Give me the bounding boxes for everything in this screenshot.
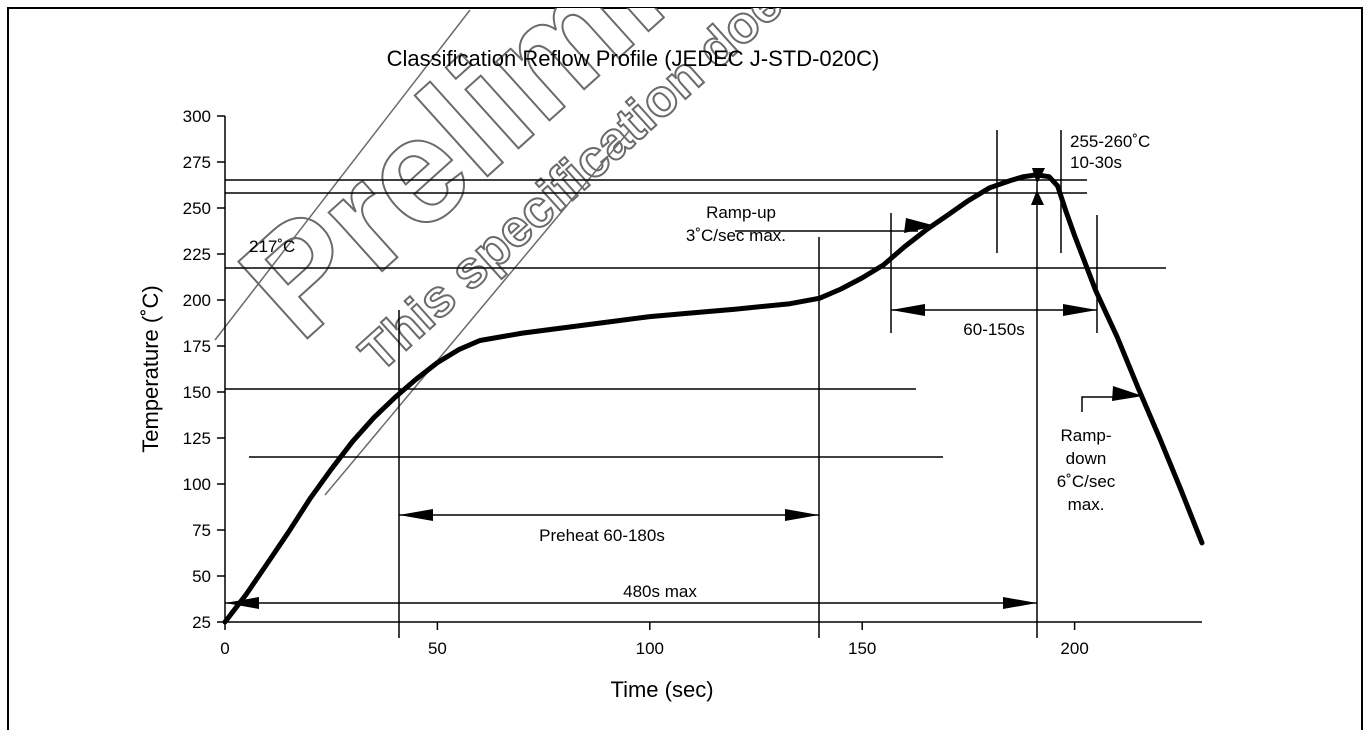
y-tick-label: 50	[192, 567, 211, 586]
annotation-preheat: Preheat 60-180s	[539, 526, 665, 545]
annotation-480s-max: 480s max	[623, 582, 697, 601]
series-line-reflow-profile	[222, 172, 1205, 625]
annotation-peak-temp: 255-260˚C	[1070, 132, 1150, 151]
x-axis-label: Time (sec)	[610, 677, 713, 702]
y-tick-label: 250	[183, 199, 211, 218]
y-tick-label: 150	[183, 383, 211, 402]
y-tick-label: 200	[183, 291, 211, 310]
watermark-rule-bottom	[324, 129, 631, 496]
x-tick-label: 0	[220, 639, 229, 658]
y-tick-label: 275	[183, 153, 211, 172]
x-tick-label: 150	[848, 639, 876, 658]
annotation-ramp-down-2: down	[1066, 449, 1107, 468]
ramp-down-leader	[1081, 396, 1120, 412]
arrow-ramp-up	[904, 218, 936, 233]
annotation-ramp-down-1: Ramp-	[1060, 426, 1111, 445]
annotation-ramp-down-4: max.	[1068, 495, 1105, 514]
annotation-ramp-up-line2: 3˚C/sec max.	[686, 226, 786, 245]
annotation-peak-time: 10-30s	[1070, 153, 1122, 172]
y-tick-label: 125	[183, 429, 211, 448]
x-tick-label: 100	[636, 639, 664, 658]
y-tick-label: 225	[183, 245, 211, 264]
watermark-rule-top	[214, 9, 471, 341]
x-tick-label: 200	[1060, 639, 1088, 658]
x-axis-ticks: 0 50 100 150 200	[220, 622, 1089, 658]
annotation-ramp-up-line1: Ramp-up	[706, 203, 776, 222]
y-tick-label: 100	[183, 475, 211, 494]
arrow-60s-left	[891, 304, 925, 316]
arrow-preheat-left	[399, 509, 433, 521]
y-tick-label: 175	[183, 337, 211, 356]
y-tick-label: 25	[192, 613, 211, 632]
y-axis-label: Temperature (˚C)	[138, 285, 163, 452]
annotation-217c: 217˚C	[249, 237, 295, 256]
y-tick-label: 75	[192, 521, 211, 540]
arrow-peak-up	[1031, 190, 1044, 205]
y-axis-ticks: 300 275 250 225 200 175 150 125 100 75 50 25	[183, 107, 225, 632]
chart-title: Classification Reflow Profile (JEDEC J-S…	[387, 46, 880, 71]
arrow-ramp-down	[1112, 386, 1143, 401]
arrow-60s-right	[1063, 304, 1097, 316]
arrow-preheat-right	[785, 509, 819, 521]
annotation-above-217: 60-150s	[963, 320, 1024, 339]
arrow-480-right	[1003, 597, 1037, 609]
annotation-ramp-down-3: 6˚C/sec	[1057, 472, 1116, 491]
y-tick-label: 300	[183, 107, 211, 126]
x-tick-label: 50	[428, 639, 447, 658]
